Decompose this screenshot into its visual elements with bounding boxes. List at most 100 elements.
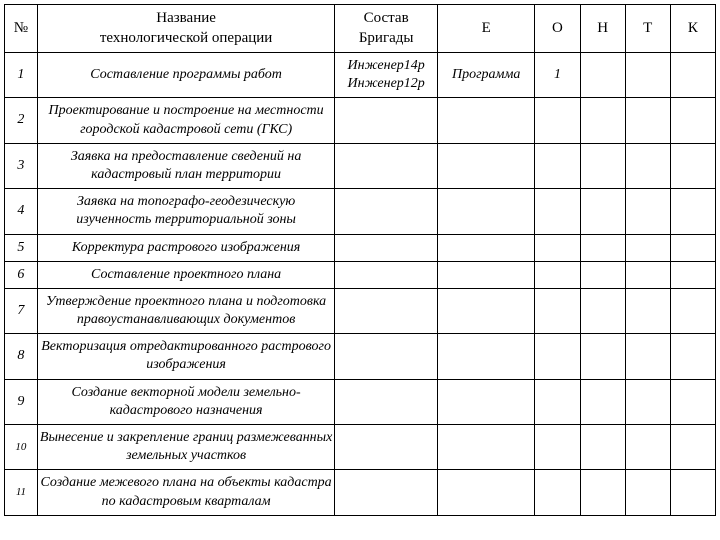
- cell-t: [625, 98, 670, 143]
- cell-o: [535, 261, 580, 288]
- cell-num: 7: [5, 288, 38, 333]
- cell-num: 2: [5, 98, 38, 143]
- cell-name: Векторизация отредактированного растрово…: [37, 334, 335, 379]
- cell-crew: [335, 143, 438, 188]
- cell-name: Заявка на предоставление сведений на кад…: [37, 143, 335, 188]
- cell-e: [437, 143, 534, 188]
- cell-h: [580, 334, 625, 379]
- cell-crew: [335, 425, 438, 470]
- cell-k: [670, 425, 715, 470]
- col-header-e: Е: [437, 5, 534, 53]
- cell-e: Программа: [437, 53, 534, 98]
- table-row: 4Заявка на топографо-геодезическую изуче…: [5, 189, 716, 234]
- cell-o: [535, 288, 580, 333]
- col-header-t: Т: [625, 5, 670, 53]
- cell-k: [670, 234, 715, 261]
- cell-t: [625, 261, 670, 288]
- cell-t: [625, 234, 670, 261]
- cell-name: Создание межевого плана на объекты кадас…: [37, 470, 335, 515]
- cell-h: [580, 379, 625, 424]
- cell-o: [535, 470, 580, 515]
- cell-e: [437, 334, 534, 379]
- table-row: 6Составление проектного плана: [5, 261, 716, 288]
- cell-num: 6: [5, 261, 38, 288]
- cell-h: [580, 189, 625, 234]
- cell-name: Утверждение проектного плана и подготовк…: [37, 288, 335, 333]
- cell-k: [670, 143, 715, 188]
- cell-num: 3: [5, 143, 38, 188]
- cell-k: [670, 470, 715, 515]
- cell-crew: [335, 234, 438, 261]
- cell-h: [580, 53, 625, 98]
- cell-o: [535, 379, 580, 424]
- cell-crew: [335, 334, 438, 379]
- cell-num: 10: [5, 425, 38, 470]
- table-row: 3Заявка на предоставление сведений на ка…: [5, 143, 716, 188]
- cell-crew: [335, 189, 438, 234]
- cell-h: [580, 425, 625, 470]
- cell-o: [535, 143, 580, 188]
- operations-table: №Названиетехнологической операцииСоставБ…: [4, 4, 716, 516]
- cell-name: Заявка на топографо-геодезическую изучен…: [37, 189, 335, 234]
- cell-h: [580, 143, 625, 188]
- cell-crew: [335, 288, 438, 333]
- cell-num: 11: [5, 470, 38, 515]
- cell-k: [670, 288, 715, 333]
- cell-e: [437, 425, 534, 470]
- cell-crew: [335, 470, 438, 515]
- cell-t: [625, 379, 670, 424]
- cell-k: [670, 379, 715, 424]
- cell-k: [670, 53, 715, 98]
- cell-h: [580, 98, 625, 143]
- table-row: 9Создание векторной модели земельно-када…: [5, 379, 716, 424]
- table-body: 1 Составление программы работИнженер14рИн…: [5, 53, 716, 516]
- cell-e: [437, 234, 534, 261]
- col-header-name: Названиетехнологической операции: [37, 5, 335, 53]
- cell-h: [580, 234, 625, 261]
- cell-o: 1: [535, 53, 580, 98]
- table-row: 8Векторизация отредактированного растров…: [5, 334, 716, 379]
- cell-o: [535, 234, 580, 261]
- table-row: 7Утверждение проектного плана и подготов…: [5, 288, 716, 333]
- cell-t: [625, 288, 670, 333]
- cell-name: Проектирование и построение на местности…: [37, 98, 335, 143]
- cell-o: [535, 189, 580, 234]
- cell-name: Составление проектного плана: [37, 261, 335, 288]
- cell-h: [580, 288, 625, 333]
- cell-name: Вынесение и закрепление границ размежева…: [37, 425, 335, 470]
- cell-k: [670, 98, 715, 143]
- cell-t: [625, 189, 670, 234]
- cell-e: [437, 470, 534, 515]
- cell-name: Создание векторной модели земельно-кадас…: [37, 379, 335, 424]
- col-header-h: Н: [580, 5, 625, 53]
- cell-o: [535, 425, 580, 470]
- table-row: 10Вынесение и закрепление границ размеже…: [5, 425, 716, 470]
- cell-name: Составление программы работ: [37, 53, 335, 98]
- cell-t: [625, 425, 670, 470]
- cell-k: [670, 334, 715, 379]
- col-header-crew: СоставБригады: [335, 5, 438, 53]
- cell-crew: [335, 261, 438, 288]
- cell-e: [437, 261, 534, 288]
- cell-k: [670, 261, 715, 288]
- cell-t: [625, 53, 670, 98]
- cell-e: [437, 98, 534, 143]
- cell-o: [535, 334, 580, 379]
- table-header: №Названиетехнологической операцииСоставБ…: [5, 5, 716, 53]
- cell-num: 9: [5, 379, 38, 424]
- cell-crew: [335, 98, 438, 143]
- table-row: 2Проектирование и построение на местност…: [5, 98, 716, 143]
- cell-e: [437, 379, 534, 424]
- cell-num: 8: [5, 334, 38, 379]
- cell-name: Корректура растрового изображения: [37, 234, 335, 261]
- cell-crew: [335, 379, 438, 424]
- cell-h: [580, 470, 625, 515]
- cell-num: 5: [5, 234, 38, 261]
- cell-k: [670, 189, 715, 234]
- cell-num: 4: [5, 189, 38, 234]
- cell-e: [437, 189, 534, 234]
- col-header-o: О: [535, 5, 580, 53]
- cell-crew: Инженер14рИнженер12р: [335, 53, 438, 98]
- table-row: 1 Составление программы работИнженер14рИн…: [5, 53, 716, 98]
- col-header-num: №: [5, 5, 38, 53]
